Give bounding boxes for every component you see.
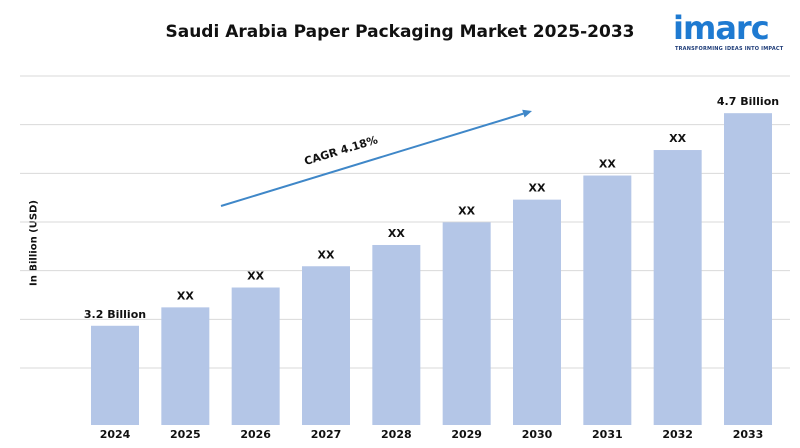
- x-tick-2033: 2033: [733, 428, 764, 441]
- cagr-arrow-head: [522, 109, 532, 118]
- bar-2028: [372, 244, 421, 425]
- imarc-logo: imarc TRANSFORMING IDEAS INTO IMPACT: [673, 10, 795, 56]
- x-tick-2031: 2031: [592, 428, 623, 441]
- data-label-2032: XX: [669, 132, 686, 145]
- data-label-2030: XX: [529, 182, 546, 195]
- data-label-2027: XX: [318, 248, 335, 261]
- logo-tagline: TRANSFORMING IDEAS INTO IMPACT: [675, 46, 784, 52]
- data-label-2029: XX: [458, 204, 475, 217]
- x-tick-2029: 2029: [451, 428, 482, 441]
- logo-wordmark: imarc: [673, 9, 770, 47]
- bar-2033: [724, 113, 772, 425]
- data-labels: 3.2 Billion XX XX XX XX XX XX XX XX 4.7 Billion: [84, 95, 779, 321]
- bar-2031: [583, 175, 632, 425]
- data-label-2031: XX: [599, 158, 616, 171]
- bar-2030: [513, 199, 561, 425]
- x-tick-2024: 2024: [100, 428, 131, 441]
- bar-2024: [91, 325, 139, 425]
- bar-2027: [302, 266, 350, 425]
- data-label-2025: XX: [177, 289, 194, 302]
- bar-2025: [161, 307, 210, 425]
- x-tick-2026: 2026: [240, 428, 271, 441]
- bar-2032: [653, 150, 702, 425]
- x-tick-labels: 2024 2025 2026 2027 2028 2029 2030 2031 2032 2033: [100, 428, 764, 441]
- data-label-2028: XX: [388, 227, 405, 240]
- data-label-2033: 4.7 Billion: [717, 95, 779, 108]
- x-tick-2032: 2032: [662, 428, 693, 441]
- data-label-2026: XX: [247, 270, 264, 283]
- chart-title: Saudi Arabia Paper Packaging Market 2025…: [165, 22, 635, 42]
- x-tick-2025: 2025: [170, 428, 201, 441]
- cagr-label: CAGR 4.18%: [303, 133, 380, 168]
- bar-2029: [442, 222, 491, 425]
- x-tick-2028: 2028: [381, 428, 412, 441]
- bar-2026: [231, 287, 280, 425]
- x-tick-2027: 2027: [311, 428, 342, 441]
- cagr-arrow: [220, 112, 524, 207]
- bars: [91, 113, 772, 425]
- x-tick-2030: 2030: [522, 428, 553, 441]
- data-label-2024: 3.2 Billion: [84, 308, 146, 321]
